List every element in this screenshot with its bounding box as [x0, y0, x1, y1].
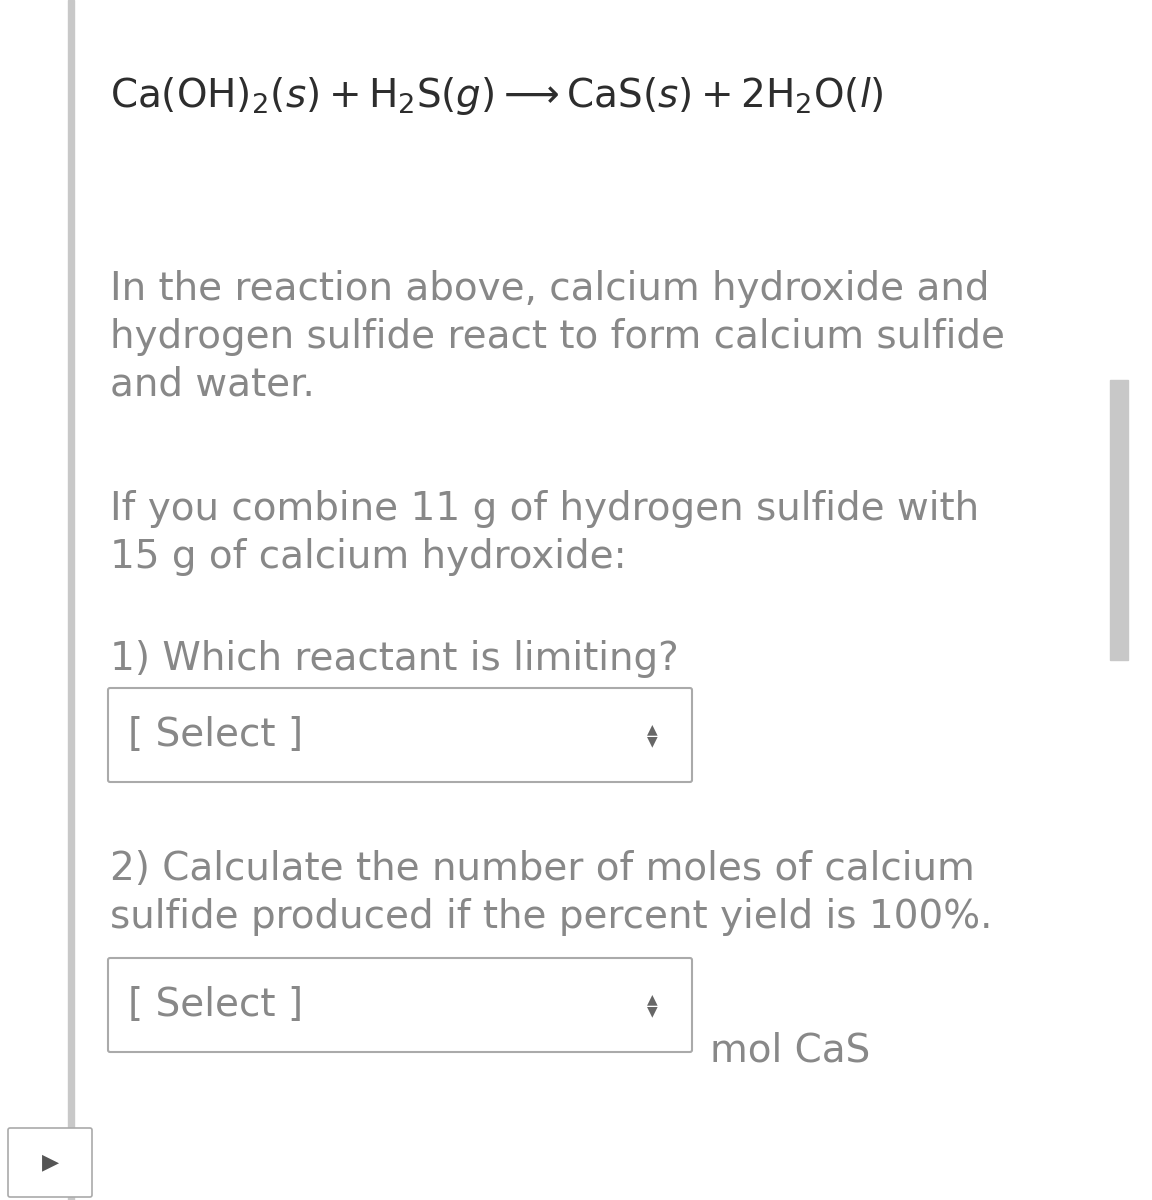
Text: ▲: ▲ [646, 992, 658, 1006]
Text: 15 g of calcium hydroxide:: 15 g of calcium hydroxide: [109, 538, 627, 576]
Text: and water.: and water. [109, 366, 314, 404]
FancyBboxPatch shape [108, 688, 692, 782]
Text: sulfide produced if the percent yield is 100%.: sulfide produced if the percent yield is… [109, 898, 993, 936]
Bar [1111, 380, 1128, 660]
Text: In the reaction above, calcium hydroxide and: In the reaction above, calcium hydroxide… [109, 270, 990, 308]
Bar [68, 0, 74, 1200]
Text: [ Select ]: [ Select ] [128, 716, 303, 754]
Text: 2) Calculate the number of moles of calcium: 2) Calculate the number of moles of calc… [109, 850, 975, 888]
Text: hydrogen sulfide react to form calcium sulfide: hydrogen sulfide react to form calcium s… [109, 318, 1005, 356]
Text: If you combine 11 g of hydrogen sulfide with: If you combine 11 g of hydrogen sulfide … [109, 490, 979, 528]
Text: ▼: ▼ [646, 1004, 658, 1018]
Text: ▲: ▲ [646, 722, 658, 736]
Text: mol CaS: mol CaS [710, 1031, 870, 1069]
Text: $\mathrm{Ca(OH)_2(\mathit{s}) + H_2S(\mathit{g}) \longrightarrow CaS(\mathit{s}): $\mathrm{Ca(OH)_2(\mathit{s}) + H_2S(\ma… [109, 74, 884, 116]
FancyBboxPatch shape [108, 958, 692, 1052]
Text: ▼: ▼ [646, 734, 658, 748]
Text: ▶: ▶ [41, 1152, 59, 1172]
FancyBboxPatch shape [8, 1128, 92, 1198]
Text: 1) Which reactant is limiting?: 1) Which reactant is limiting? [109, 640, 679, 678]
Text: [ Select ]: [ Select ] [128, 986, 303, 1024]
